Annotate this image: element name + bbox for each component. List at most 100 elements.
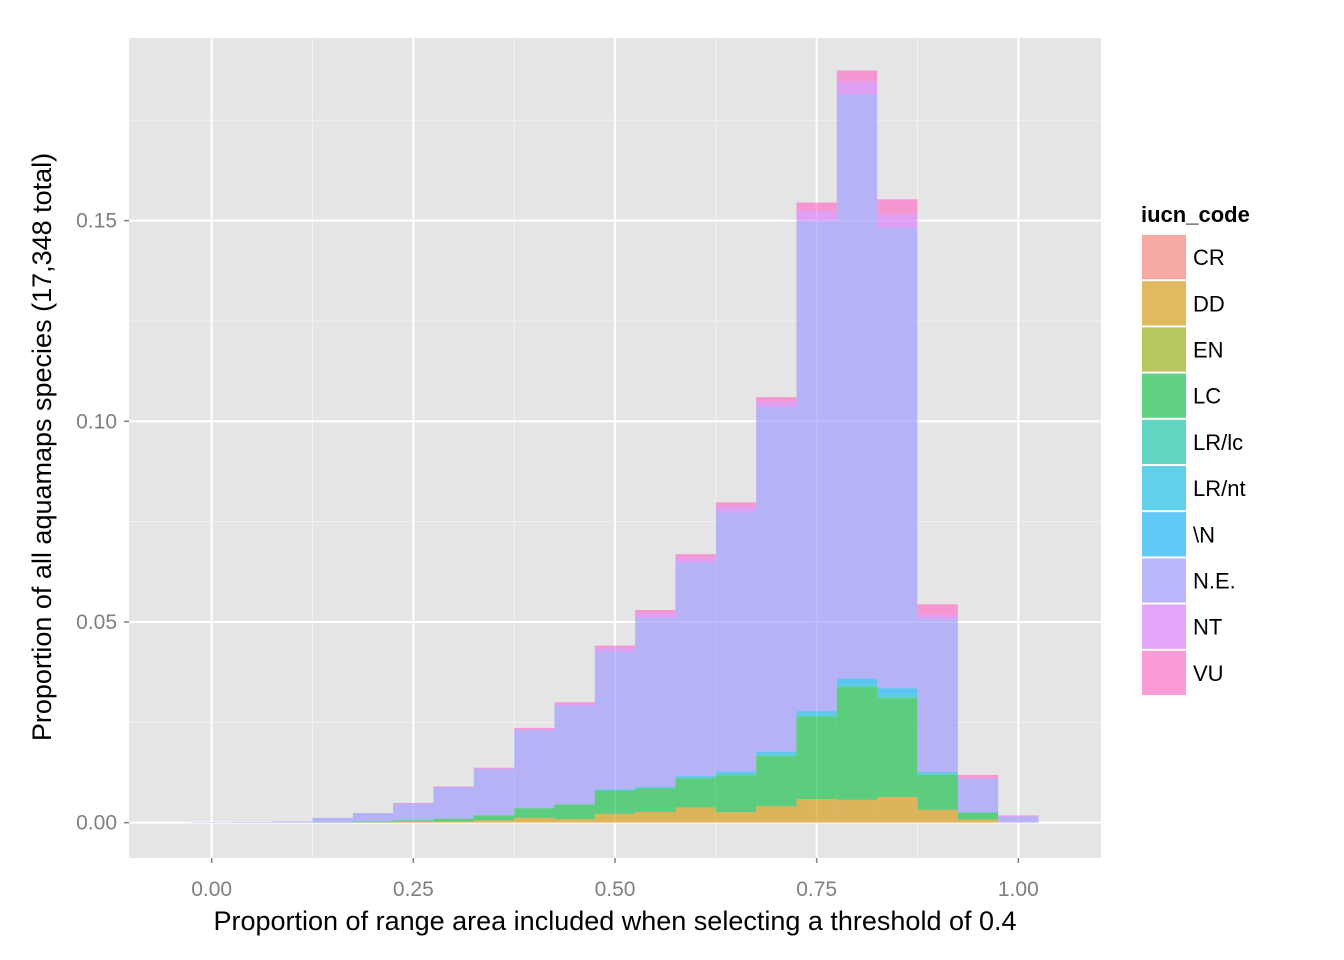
bar-segment-lc [877,698,918,797]
x-tick-label: 0.00 [191,878,232,901]
bar-segment-n-e- [473,769,515,816]
bar-segment-n-e- [594,651,636,790]
bar-segment-dd [393,821,434,823]
bars [191,70,1039,823]
legend-label: LC [1193,384,1221,409]
bar-segment-lr-lc [917,774,958,775]
y-tick-label: 0.05 [76,611,117,634]
bar-segment-lc [957,812,999,820]
bar-segment-lr-nt [917,772,958,775]
bar-segment-lr-lc [554,804,595,805]
bar-segment-dd [957,819,999,823]
bar-segment-n-e- [998,816,1039,823]
bar-segment--n [715,771,757,773]
bar-segment-vu [473,767,515,769]
bar-segment-dd [756,806,797,823]
bar-segment-n-e- [715,512,757,772]
bar-segment-nt [756,401,797,408]
bar-segment--n [917,772,958,773]
legend-swatch [1142,419,1186,464]
bar-segment-vu [514,727,555,730]
bar-segment-lr-lc [756,755,797,757]
legend-label: \N [1193,522,1215,547]
bar-segment-vu [635,609,676,614]
bar-segment-nt [473,768,515,770]
bar-segment-lr-lc [877,696,918,699]
legend-swatch [1142,466,1186,511]
bar-segment-lc [514,808,555,818]
bar-segment-lr-nt [796,713,837,716]
bar-segment-dd [675,807,716,823]
legend-swatch [1142,235,1186,280]
bar-segment-lr-nt [635,787,676,789]
y-axis-ticks: 0.00 0.05 0.10 0.15 [76,210,129,835]
bar-segment-nt [836,81,878,95]
bar-segment-dd [433,821,474,823]
bar-segment-n-e- [231,821,273,823]
bar-segment-nt [514,729,555,731]
bar-segment-n-e- [191,822,232,823]
y-tick-label: 0.10 [76,410,117,433]
bar-segment-vu [957,774,999,778]
legend-label: NT [1193,615,1222,640]
bar-segment-lc [312,822,353,823]
bar-segment-lr-lc [635,788,676,789]
bar-segment-n-e- [836,94,878,679]
bar-segment-vu [393,803,434,804]
bar-segment-n-e- [312,817,353,823]
bar-segment-lr-lc [675,778,716,779]
bar-segment-lc [554,804,595,820]
bar-segment-lr-lc [594,790,636,792]
bar-segment-lc [594,790,636,814]
bar-segment-lc [635,788,676,812]
legend-title: iucn_code [1141,202,1250,227]
legend-swatch [1142,650,1186,695]
y-axis-title: Proportion of all aquamaps species (17,3… [27,153,57,741]
legend: iucn_code CR DD EN LC LR/lc LR/nt \N N.E. NT VU [1140,202,1250,697]
bar-segment-vu [675,554,716,558]
bar-segment-lr-nt [715,772,757,775]
bar-segment-dd [514,817,555,823]
bar-segment-lc [836,687,878,800]
y-tick-label: 0.15 [76,210,117,233]
bar-segment-lc [917,774,958,810]
bar-segment--n [635,786,676,788]
bar-segment-lc [473,815,515,821]
x-tick-label: 1.00 [998,878,1039,901]
bar-segment-dd [877,796,918,823]
bar-segment-nt [957,777,999,779]
bar-segment-vu [433,786,474,788]
bar-segment-n-e- [514,730,555,809]
bar-segment-nt [715,506,757,513]
bar-segment-dd [554,819,595,823]
legend-label: LR/lc [1193,430,1243,455]
legend-label: CR [1193,245,1225,270]
bar-segment-dd [473,820,515,823]
bar-segment-nt [393,803,434,804]
bar-segment--n [796,711,837,714]
bar-segment-nt [998,816,1039,817]
x-axis-title: Proportion of range area included when s… [213,906,1016,936]
bar-segment-vu [836,70,878,82]
bar-segment-n-e- [756,407,797,752]
legend-swatch [1142,558,1186,603]
bar-segment-dd [352,822,394,823]
bar-segment-lr-nt [756,753,797,756]
bar-segment-n-e- [554,705,595,805]
bar-segment-vu [554,702,595,704]
x-tick-label: 0.50 [595,878,636,901]
bar-segment-n-e- [272,821,313,823]
legend-label: N.E. [1193,569,1236,594]
bar-segment-n-e- [877,227,918,689]
bar-segment-vu [756,397,797,402]
bar-segment-nt [635,613,676,618]
legend-swatch [1142,281,1186,326]
bar-segment-lr-lc [715,774,757,776]
bar-segment-nt [675,557,716,563]
bar-segment-n-e- [352,813,394,822]
x-tick-label: 0.25 [393,878,434,901]
bar-segment-n-e- [917,619,958,773]
bar-segment-n-e- [433,787,474,819]
bar-segment-lr-nt [675,776,716,779]
